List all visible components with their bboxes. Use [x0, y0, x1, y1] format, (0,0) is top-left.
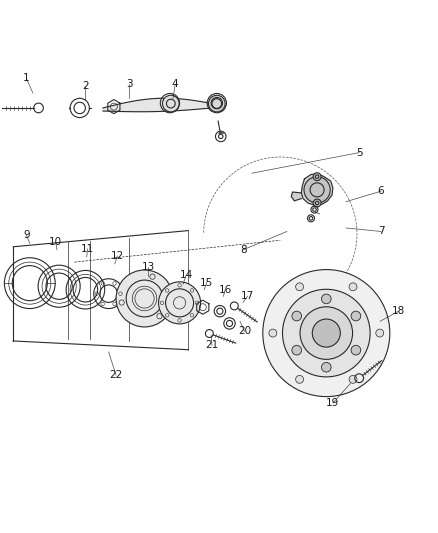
- Circle shape: [300, 307, 353, 359]
- Polygon shape: [291, 192, 301, 201]
- Circle shape: [150, 274, 155, 279]
- Text: 19: 19: [326, 398, 339, 408]
- Circle shape: [296, 283, 304, 290]
- Circle shape: [162, 95, 179, 112]
- Text: 5: 5: [356, 148, 363, 158]
- Circle shape: [157, 313, 162, 319]
- Text: 18: 18: [392, 306, 405, 316]
- Circle shape: [269, 329, 277, 337]
- Text: 6: 6: [378, 186, 385, 196]
- Text: 17: 17: [241, 291, 254, 301]
- Text: 16: 16: [219, 285, 232, 295]
- Circle shape: [313, 173, 321, 181]
- Circle shape: [296, 375, 304, 383]
- Polygon shape: [301, 174, 333, 205]
- Text: 14: 14: [180, 270, 193, 280]
- Circle shape: [321, 294, 331, 304]
- Circle shape: [313, 199, 321, 207]
- Text: 1: 1: [23, 73, 30, 83]
- Text: 15: 15: [200, 278, 213, 288]
- Circle shape: [119, 300, 124, 305]
- Text: 11: 11: [81, 244, 94, 254]
- Circle shape: [304, 177, 330, 203]
- Circle shape: [208, 95, 225, 112]
- Circle shape: [292, 311, 301, 321]
- Circle shape: [351, 345, 361, 355]
- Text: 10: 10: [49, 237, 62, 247]
- Circle shape: [116, 270, 173, 327]
- Text: 22: 22: [110, 370, 123, 380]
- Circle shape: [292, 345, 301, 355]
- Circle shape: [349, 283, 357, 290]
- Circle shape: [349, 375, 357, 383]
- Text: 21: 21: [205, 341, 219, 350]
- Text: 8: 8: [240, 245, 247, 255]
- Text: 4: 4: [172, 79, 179, 90]
- Text: 7: 7: [378, 227, 385, 237]
- Circle shape: [312, 319, 340, 347]
- Circle shape: [263, 270, 390, 397]
- Text: 13: 13: [141, 262, 155, 272]
- Text: 20: 20: [238, 326, 251, 336]
- Circle shape: [283, 289, 370, 377]
- Text: 12: 12: [111, 251, 124, 261]
- Circle shape: [351, 311, 361, 321]
- Circle shape: [321, 362, 331, 372]
- Text: 2: 2: [82, 80, 89, 91]
- Text: 9: 9: [23, 230, 30, 240]
- Text: 3: 3: [126, 79, 133, 90]
- Circle shape: [376, 329, 384, 337]
- Polygon shape: [103, 98, 217, 112]
- Circle shape: [159, 282, 201, 324]
